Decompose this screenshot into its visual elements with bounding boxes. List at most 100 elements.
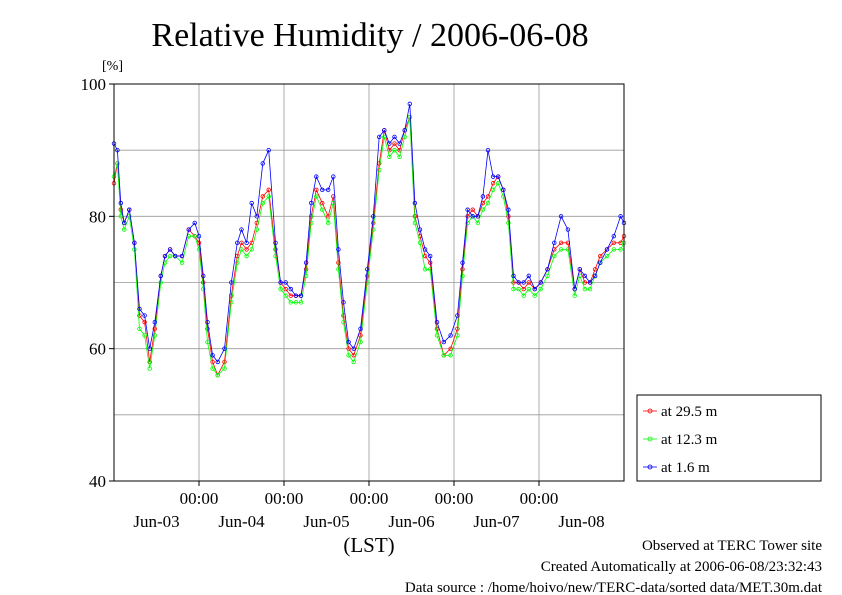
data-point — [152, 320, 157, 325]
series-2 — [111, 114, 627, 378]
data-point — [441, 339, 446, 345]
data-point — [249, 200, 254, 206]
legend-marker — [647, 436, 653, 442]
data-point — [428, 267, 433, 272]
data-point — [480, 207, 486, 212]
data-point — [254, 214, 259, 219]
data-point — [545, 267, 550, 272]
x-date-label: Jun-03 — [133, 512, 179, 531]
data-point — [127, 207, 132, 212]
data-point — [480, 194, 486, 199]
data-point — [434, 326, 440, 332]
data-point — [162, 253, 168, 259]
data-point — [521, 286, 526, 292]
y-tick-label: 80 — [89, 207, 106, 226]
data-point — [448, 346, 453, 351]
data-point — [326, 187, 331, 193]
data-point — [132, 240, 137, 245]
data-point — [210, 353, 215, 358]
data-point — [371, 214, 376, 219]
data-point — [172, 253, 178, 259]
data-point — [222, 359, 227, 365]
data-point — [260, 161, 265, 166]
data-point — [293, 300, 299, 305]
data-point — [392, 141, 397, 146]
data-point — [572, 286, 577, 292]
data-point — [582, 280, 588, 285]
data-point — [582, 273, 588, 279]
data-point — [266, 187, 271, 193]
data-point — [239, 240, 244, 245]
data-point — [460, 267, 465, 272]
x-date-label: Jun-08 — [558, 512, 604, 531]
data-point — [397, 154, 402, 159]
data-point — [397, 141, 402, 146]
footer-site: Observed at TERC Tower site — [642, 538, 822, 554]
data-point — [346, 339, 351, 345]
data-point — [611, 233, 616, 239]
data-point — [303, 267, 309, 272]
data-point — [434, 333, 440, 338]
data-point — [288, 293, 293, 298]
data-point — [371, 220, 376, 226]
data-point — [314, 194, 319, 199]
data-point — [422, 247, 428, 252]
data-point — [309, 214, 314, 219]
data-point — [506, 220, 511, 226]
data-point — [618, 214, 623, 219]
data-point — [490, 174, 496, 179]
data-point — [516, 286, 521, 292]
data-point — [611, 240, 616, 245]
data-point — [158, 273, 163, 279]
data-point — [167, 247, 173, 252]
data-point — [501, 187, 506, 193]
data-point — [222, 366, 227, 371]
data-point — [115, 161, 120, 166]
data-point — [552, 240, 557, 245]
data-point — [577, 267, 582, 272]
data-point — [587, 286, 593, 292]
series-3 — [111, 101, 627, 365]
data-point — [485, 147, 491, 153]
data-point — [210, 359, 215, 365]
data-point — [428, 260, 433, 265]
chart-title: Relative Humidity / 2006-06-08 — [151, 17, 588, 54]
data-point — [455, 326, 460, 332]
data-point — [205, 320, 210, 325]
data-point — [365, 267, 370, 272]
data-point — [331, 174, 336, 179]
data-point — [293, 293, 299, 298]
data-point — [475, 220, 480, 226]
data-point — [298, 293, 304, 298]
data-point — [526, 286, 531, 292]
legend-label: at 1.6 m — [661, 460, 710, 476]
data-point — [331, 194, 336, 199]
data-point — [137, 313, 142, 318]
data-point — [434, 320, 440, 325]
data-point — [336, 247, 341, 252]
data-point — [532, 293, 537, 298]
data-point — [201, 273, 206, 279]
data-point — [142, 333, 147, 338]
data-point — [470, 207, 475, 212]
data-point — [186, 227, 191, 232]
data-point — [260, 200, 265, 206]
data-point — [167, 253, 173, 259]
data-point — [387, 141, 392, 146]
data-point — [565, 227, 571, 232]
legend-marker — [647, 408, 653, 414]
data-point — [521, 293, 526, 298]
data-point — [244, 253, 249, 259]
data-point — [142, 320, 147, 325]
data-point — [382, 134, 387, 140]
data-point — [465, 214, 470, 219]
series-line — [113, 103, 625, 363]
data-point — [215, 359, 220, 365]
y-axis: 40 60 80 100 — [81, 75, 114, 491]
data-point — [358, 333, 363, 338]
legend: at 29.5 m at 12.3 m at 1.6 m — [636, 394, 822, 482]
data-point — [346, 353, 351, 358]
data-point — [222, 346, 227, 351]
data-point — [351, 359, 356, 365]
